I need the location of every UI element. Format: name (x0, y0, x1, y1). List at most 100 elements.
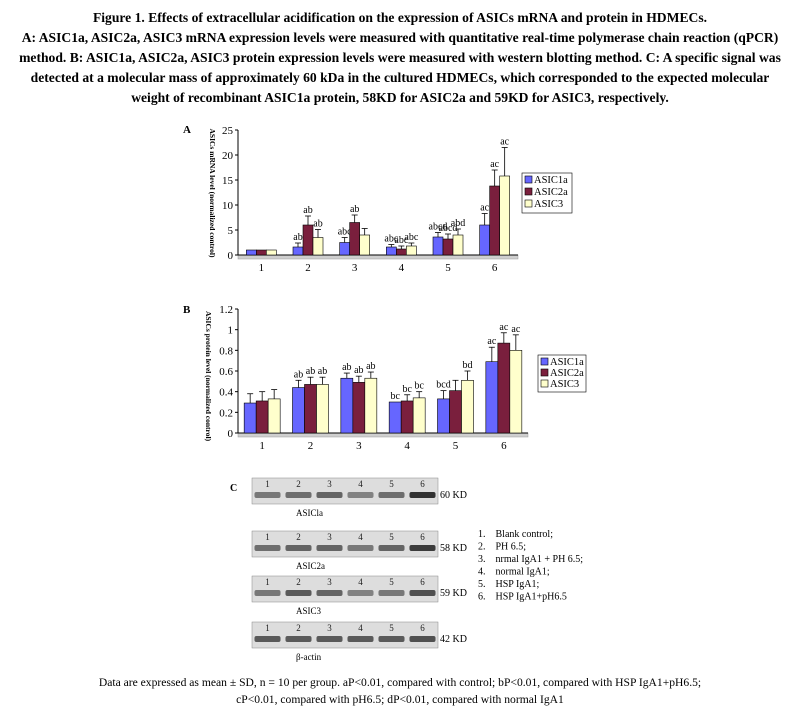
y-tick-label: 20 (222, 150, 234, 162)
bar-asic2a-4 (400, 400, 414, 434)
significance-label: abcd (429, 222, 448, 233)
lane-number: 1 (265, 532, 270, 542)
lane-number: 4 (358, 623, 363, 633)
y-tick-label: 0.2 (219, 407, 233, 419)
blot-band (409, 590, 436, 596)
lane-number: 1 (265, 479, 270, 489)
lane-legend-item: 4. normal IgA1; (478, 567, 550, 578)
lane-number: 4 (358, 577, 363, 587)
chart-floor (237, 254, 519, 260)
x-tick-label: 3 (356, 440, 362, 452)
x-tick-label: 2 (308, 440, 314, 452)
significance-label: ab (366, 361, 375, 372)
lane-number: 3 (327, 577, 332, 587)
significance-label: abd (451, 218, 465, 229)
lane-number: 6 (420, 577, 425, 587)
significance-label: ab (342, 362, 351, 373)
legend-swatch-asic3 (524, 199, 533, 208)
y-tick-label: 1 (228, 325, 234, 337)
lane-number: 6 (420, 532, 425, 542)
bar-asic3-1 (267, 398, 281, 434)
molecular-weight-marker: 59 KD (440, 588, 467, 599)
bar-asic1a-2 (292, 387, 305, 434)
blot-band (378, 636, 405, 642)
bar-asic3-5 (452, 234, 464, 256)
significance-label: ab (318, 366, 327, 377)
lane-number: 1 (265, 623, 270, 633)
blot-band (409, 636, 436, 642)
bar-asic2a-3 (349, 222, 360, 256)
lane-number: 2 (296, 577, 301, 587)
bar-asic2a-1 (256, 249, 267, 256)
y-tick-label: 0.4 (219, 387, 233, 399)
legend-label-asic2a: ASIC2a (534, 187, 568, 198)
blot-band (316, 636, 343, 642)
lane-number: 5 (389, 623, 394, 633)
y-axis-label-a: ASICs mRNA level (normalized control) (208, 128, 217, 258)
significance-label: ab (294, 369, 303, 380)
bar-asic2a-2 (302, 224, 314, 256)
bar-asic2a-5 (449, 390, 462, 434)
bar-asic1a-3 (340, 377, 354, 434)
caption-title: Figure 1. Effects of extracellular acidi… (92, 10, 708, 25)
lane-legend-item: 3. nrmal IgA1 + PH 6.5; (478, 554, 583, 565)
x-tick-label: 5 (445, 262, 451, 274)
significance-label: ac (511, 324, 520, 335)
blot-band (285, 492, 312, 498)
lane-number: 2 (296, 532, 301, 542)
blot-band (254, 590, 281, 596)
significance-label: abc (384, 234, 398, 245)
legend-swatch-asic1a (540, 357, 549, 366)
bar-asic2a-1 (255, 400, 269, 434)
molecular-weight-marker: 42 KD (440, 634, 467, 645)
y-tick-label: 0 (228, 250, 234, 262)
bar-asic2a-6 (497, 342, 511, 434)
legend-label-asic1a: ASIC1a (550, 357, 584, 368)
significance-label: bc (414, 381, 424, 392)
x-tick-label: 1 (259, 440, 265, 452)
bar-asic3-3 (359, 234, 370, 256)
blot-band (285, 636, 312, 642)
legend-swatch-asic2a (540, 368, 549, 377)
lane-number: 5 (389, 532, 394, 542)
lane-number: 2 (296, 479, 301, 489)
significance-label: ab (303, 205, 312, 216)
chart-panel-b: B ASICs protein level (normalized contro… (183, 304, 587, 452)
y-tick-label: 5 (228, 225, 234, 237)
lane-number: 5 (389, 479, 394, 489)
bar-asic3-2 (316, 384, 329, 434)
chart-panel-a: A ASICs mRNA level (normalized control) … (183, 124, 573, 274)
blot-band (409, 545, 436, 551)
lane-number: 4 (358, 479, 363, 489)
lane-legend-item: 2. PH 6.5; (478, 542, 526, 553)
lane-number: 6 (420, 623, 425, 633)
chart-floor (237, 432, 529, 438)
bar-asic2a-2 (304, 384, 317, 434)
bar-asic1a-4 (388, 401, 402, 434)
bar-asic1a-4 (386, 246, 397, 256)
y-tick-label: 0.8 (219, 345, 233, 357)
bar-asic3-2 (312, 237, 324, 256)
lane-number: 5 (389, 577, 394, 587)
panel-label-b: B (183, 304, 191, 316)
significance-label: abc (404, 232, 418, 243)
significance-label: ab (306, 366, 315, 377)
figure-footnote: Data are expressed as mean ± SD, n = 10 … (98, 676, 702, 706)
western-blot-panel: C 1 2 3 4 5 6 60 KD ASICla 1 2 3 4 5 6 58 KD ASIC2a 1 2 3 4… (230, 477, 583, 662)
blot-strip-asic1a (251, 477, 439, 505)
y-axis-label-b: ASICs protein level (normalized control) (204, 311, 213, 442)
blot-band (378, 590, 405, 596)
x-tick-label: 5 (453, 440, 459, 452)
panel-label-c: C (230, 483, 237, 494)
x-tick-label: 4 (404, 440, 410, 452)
blot-strip-asic3 (251, 575, 439, 603)
bar-asic2a-4 (396, 248, 407, 256)
bar-asic3-6 (499, 175, 510, 256)
lane-number: 3 (327, 479, 332, 489)
x-tick-label: 6 (501, 440, 507, 452)
blot-band (316, 545, 343, 551)
blot-band (347, 590, 374, 596)
lane-number: 6 (420, 479, 425, 489)
significance-label: abcd (439, 223, 458, 234)
